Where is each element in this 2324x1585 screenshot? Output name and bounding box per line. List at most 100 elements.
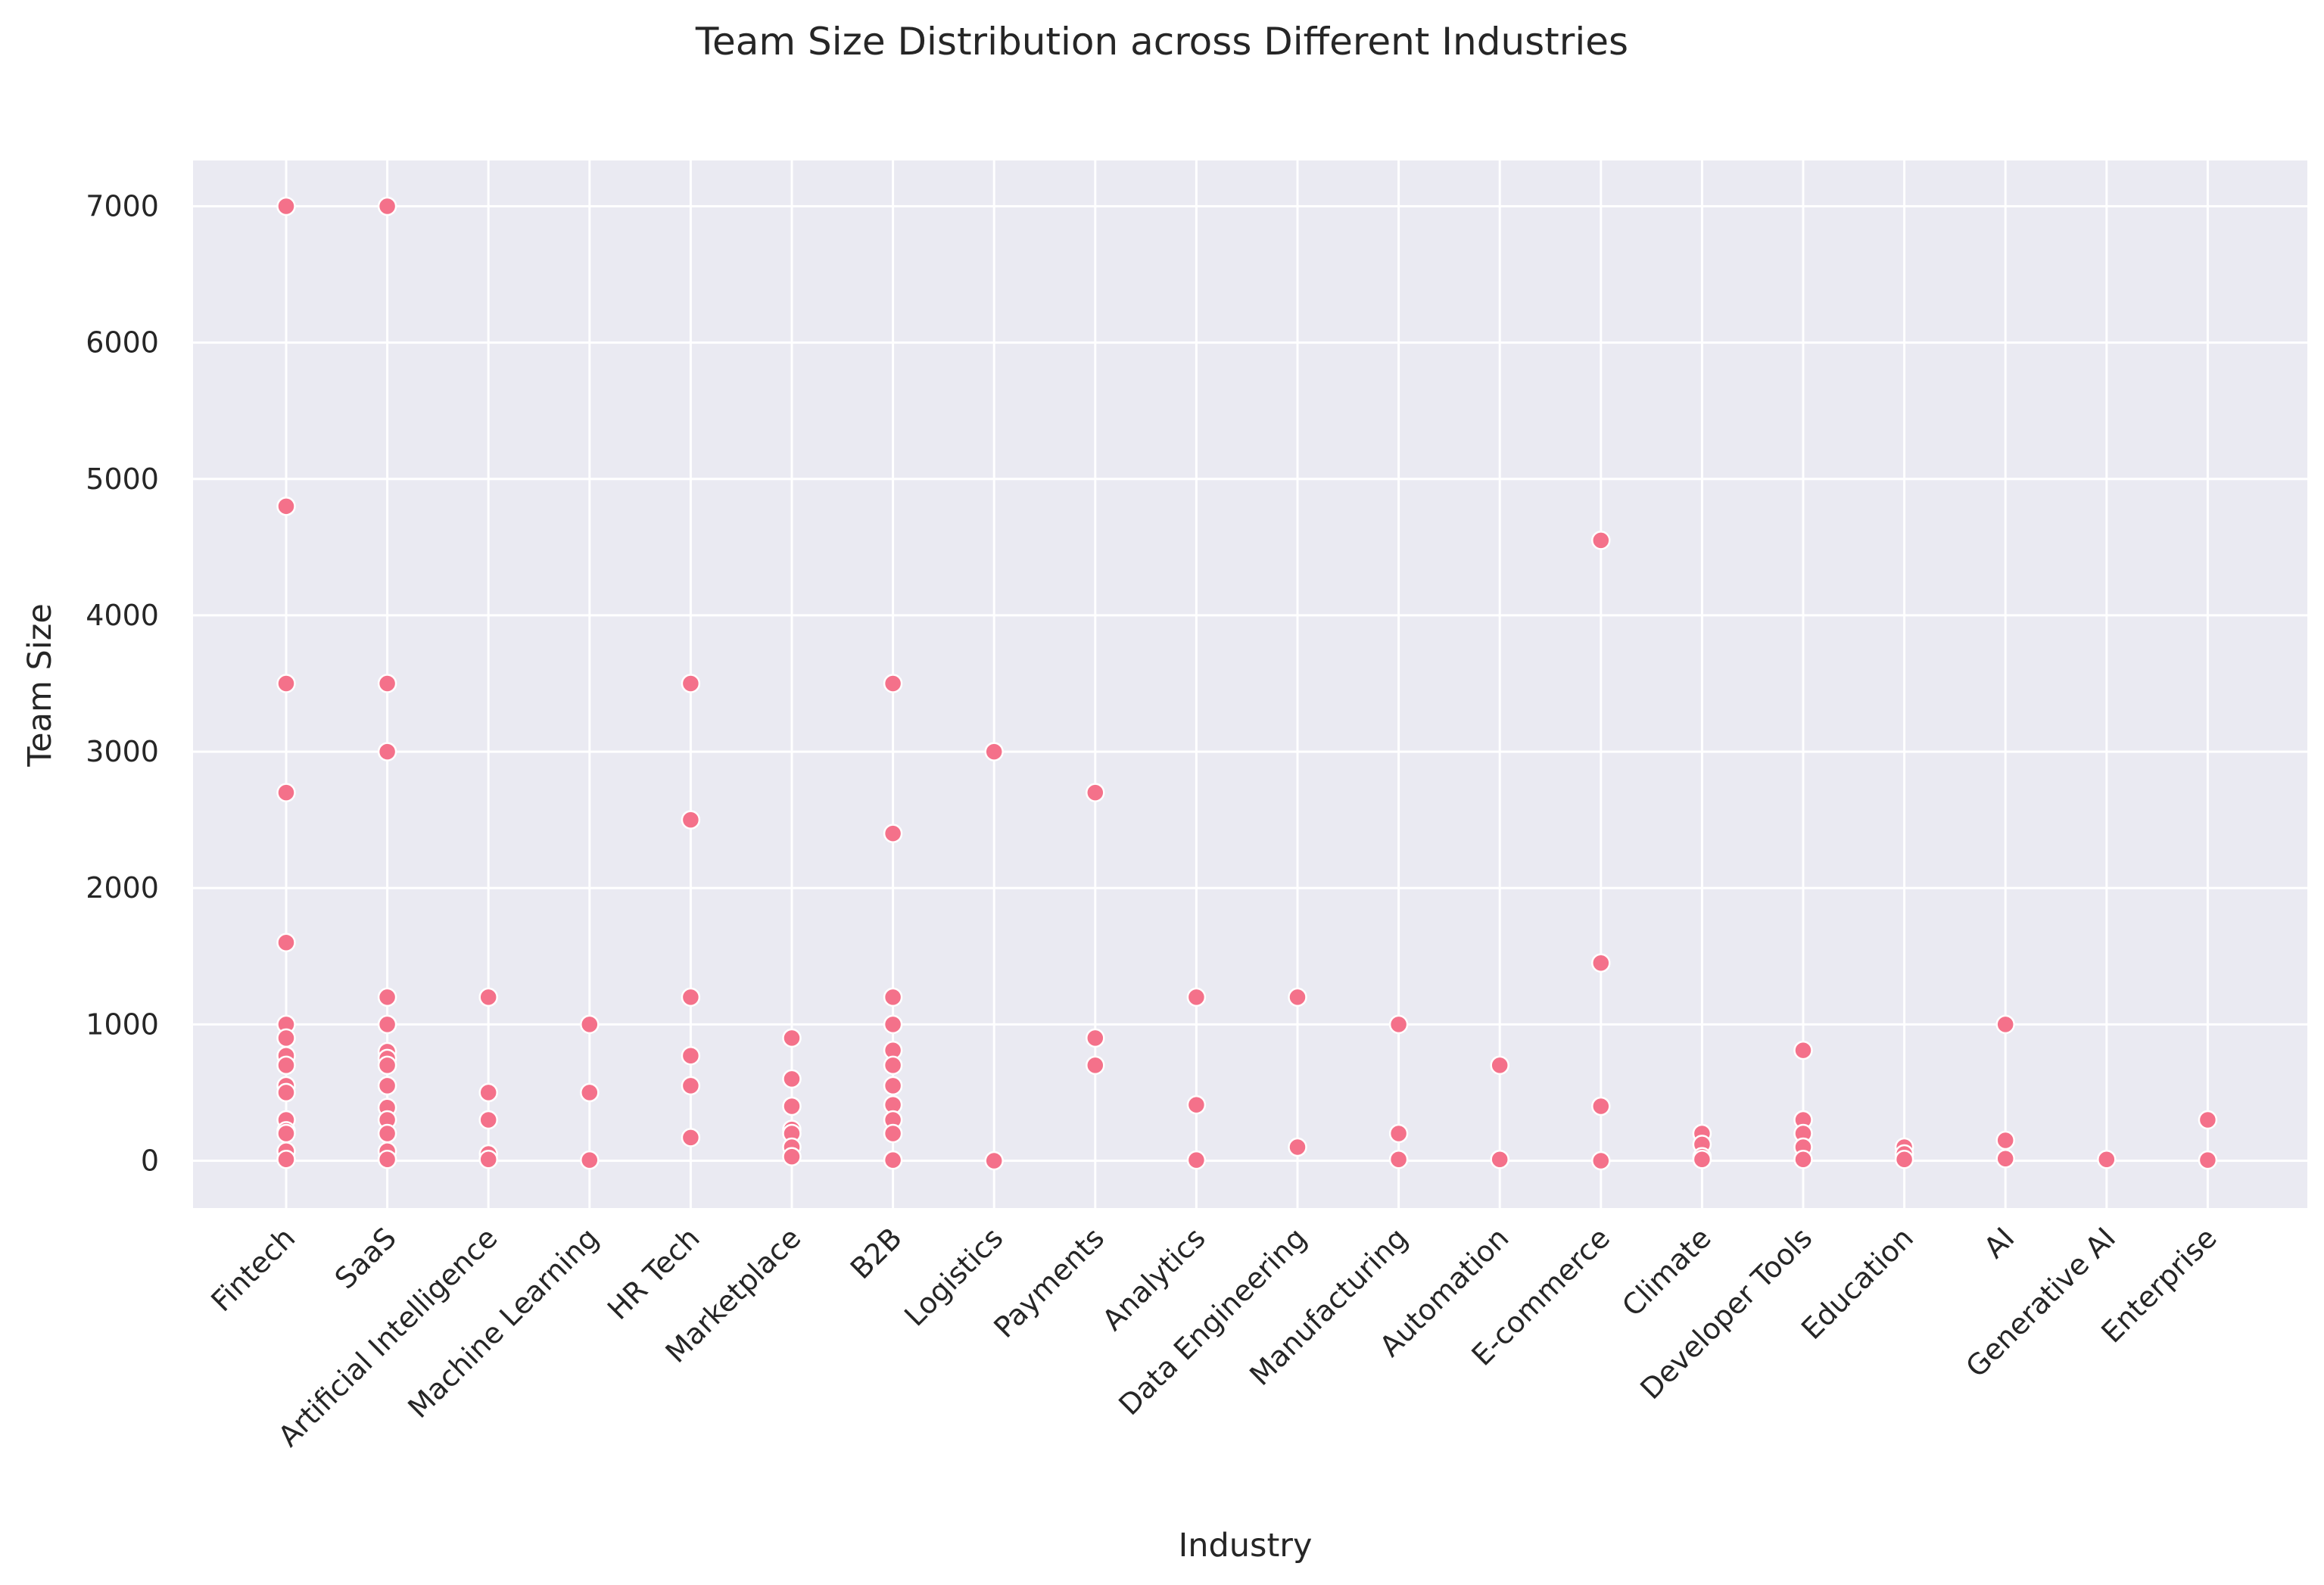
y-tick-labels: 0 1000 2000 3000 4000 5000 6000 7000 [86,190,159,1178]
data-point [984,1151,1004,1171]
data-point [1388,1014,1409,1035]
data-point [883,1123,903,1144]
x-tick-label: SaaS [329,1221,403,1295]
x-tick-label: AI [1977,1221,2020,1264]
data-point [1995,1149,2015,1169]
plot-area [193,160,2307,1208]
data-point [1086,1028,1105,1048]
data-point [276,1028,296,1048]
data-point [782,1147,802,1166]
data-point [883,674,903,693]
data-point [883,1150,903,1170]
data-point [681,1128,701,1147]
data-point [681,810,701,830]
data-point [1288,987,1307,1007]
data-point [1591,531,1611,550]
data-point [1793,1149,1813,1169]
data-point [681,987,701,1007]
data-point [681,674,701,693]
data-point [478,987,498,1007]
data-point [580,1150,600,1170]
data-point [377,742,397,761]
data-point [1591,1096,1611,1116]
data-point [377,987,397,1007]
data-point [1388,1123,1409,1144]
y-tick-label: 7000 [86,190,159,223]
data-point [883,1055,903,1076]
data-point [1388,1149,1409,1169]
data-point [2097,1149,2117,1169]
data-point [1186,1150,1207,1170]
data-point [276,196,296,216]
data-point [1692,1149,1712,1169]
chart-title: Team Size Distribution across Different … [695,20,1628,64]
y-tick-label: 2000 [86,871,159,905]
data-point [276,783,296,802]
data-point [377,1055,397,1076]
data-point [782,1069,802,1089]
data-point [377,1123,397,1144]
x-axis-label: Industry [1179,1527,1313,1565]
data-point [478,1149,498,1169]
data-point [580,1014,600,1035]
data-point [782,1028,802,1048]
data-point [883,987,903,1007]
y-tick-label: 6000 [86,326,159,360]
y-tick-label: 0 [141,1144,159,1178]
data-point [276,1149,296,1169]
data-point [1186,1095,1207,1115]
data-point [883,1014,903,1035]
x-tick-label: HR Tech [601,1221,706,1326]
data-point [276,497,296,516]
data-point [377,1149,397,1169]
data-point [1288,1137,1307,1157]
data-point [377,674,397,693]
data-point [478,1110,498,1130]
y-tick-label: 5000 [86,462,159,496]
data-point [1591,953,1611,973]
y-axis-label: Team Size [21,603,59,768]
data-point [276,1055,296,1076]
data-point [1591,1151,1611,1171]
data-point [2198,1150,2218,1170]
data-point [984,742,1004,761]
data-point [1793,1040,1813,1060]
data-point [377,1076,397,1096]
data-point [1995,1014,2015,1035]
data-point [1894,1149,1914,1169]
data-point [1490,1149,1509,1169]
x-tick-label: Fintech [204,1221,301,1318]
data-point [681,1046,701,1066]
y-tick-label: 3000 [86,735,159,768]
x-tick-label: Climate [1615,1221,1718,1323]
data-point [276,933,296,953]
x-tick-label: Machine Learning [401,1221,605,1425]
y-tick-label: 1000 [86,1007,159,1041]
data-point [883,1076,903,1096]
y-gridlines [193,205,2307,1162]
data-point [1995,1130,2015,1151]
y-tick-label: 4000 [86,599,159,632]
data-point [883,824,903,843]
data-point [478,1082,498,1103]
x-tick-label: B2B [844,1221,908,1285]
data-point [2198,1110,2218,1130]
data-point [1490,1055,1509,1076]
data-point [1186,987,1207,1007]
x-tick-label: Developer Tools [1634,1221,1818,1406]
data-point [377,1014,397,1035]
data-point [276,1082,296,1103]
data-point [782,1096,802,1116]
data-point [377,196,397,216]
x-tick-label: Data Engineering [1112,1221,1313,1422]
data-point [580,1082,600,1103]
data-points [276,196,2218,1171]
data-point [1086,783,1105,802]
data-point [276,1123,296,1144]
x-tick-label: Payments [987,1221,1111,1344]
data-point [276,674,296,693]
data-point [1086,1055,1105,1076]
data-point [681,1076,701,1096]
